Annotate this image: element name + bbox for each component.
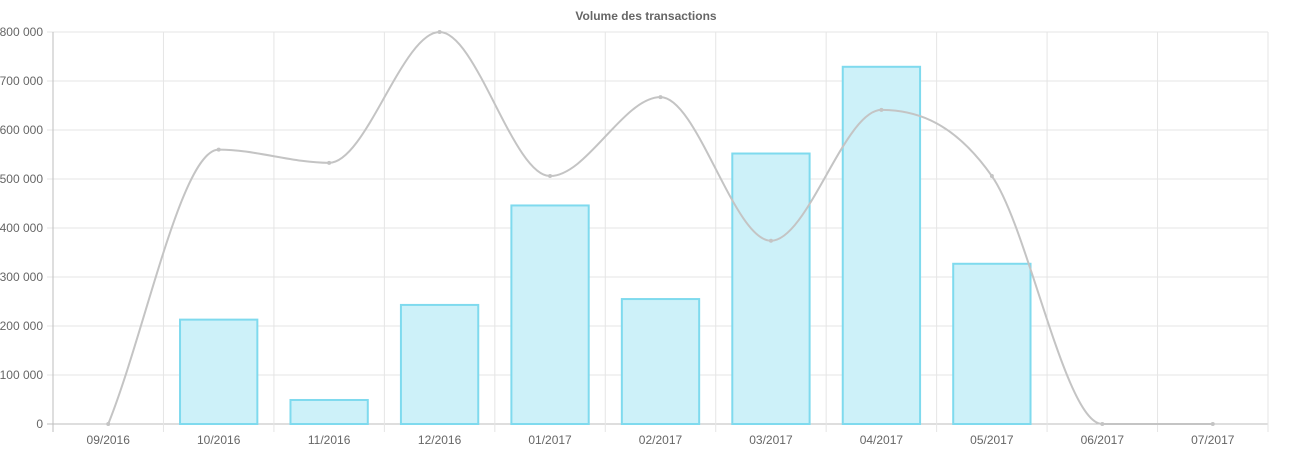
- chart-title: Volume des transactions: [575, 9, 716, 23]
- x-tick-label: 02/2017: [639, 433, 683, 447]
- x-tick-label: 03/2017: [749, 433, 793, 447]
- line-point: [768, 238, 773, 243]
- x-tick-label: 06/2017: [1081, 433, 1125, 447]
- bar: [289, 398, 369, 425]
- grid: [47, 31, 1269, 432]
- bars: [179, 65, 1032, 426]
- bar: [841, 65, 922, 425]
- bar: [952, 262, 1032, 425]
- x-tick-label: 12/2016: [418, 433, 462, 447]
- y-tick-label: 400 000: [0, 221, 43, 235]
- bar: [510, 204, 590, 425]
- x-tick-label: 10/2016: [197, 433, 241, 447]
- y-tick-label: 700 000: [0, 74, 43, 88]
- y-tick-label: 0: [36, 417, 43, 431]
- x-tick-label: 01/2017: [528, 433, 572, 447]
- line-point: [106, 422, 111, 426]
- y-tick-label: 800 000: [0, 25, 43, 39]
- x-tick-label: 05/2017: [970, 433, 1014, 447]
- line-point: [658, 95, 663, 100]
- x-tick-label: 07/2017: [1191, 433, 1235, 447]
- line-point: [548, 174, 553, 179]
- x-tick-label: 09/2016: [87, 433, 131, 447]
- y-tick-label: 200 000: [0, 319, 43, 333]
- line-point: [1210, 422, 1215, 426]
- axes: 0 100 000 200 000 300 000 400 000 500 000 600 …: [0, 25, 1235, 447]
- line-point: [989, 174, 994, 179]
- x-tick-label: 11/2016: [308, 433, 351, 447]
- bar: [179, 318, 259, 426]
- x-tick-label: 04/2017: [860, 433, 904, 447]
- y-tick-label: 600 000: [0, 123, 43, 137]
- line-point: [216, 147, 221, 152]
- line-point: [327, 160, 332, 165]
- line-point: [879, 107, 884, 112]
- y-tick-label: 500 000: [0, 172, 43, 186]
- line-series: [106, 30, 1215, 426]
- y-tick-label: 100 000: [0, 368, 43, 382]
- y-tick-label: 300 000: [0, 270, 43, 284]
- bar: [731, 152, 811, 426]
- line-point: [437, 30, 442, 34]
- bar: [399, 303, 480, 425]
- line-point: [1100, 422, 1105, 426]
- bar: [620, 298, 701, 425]
